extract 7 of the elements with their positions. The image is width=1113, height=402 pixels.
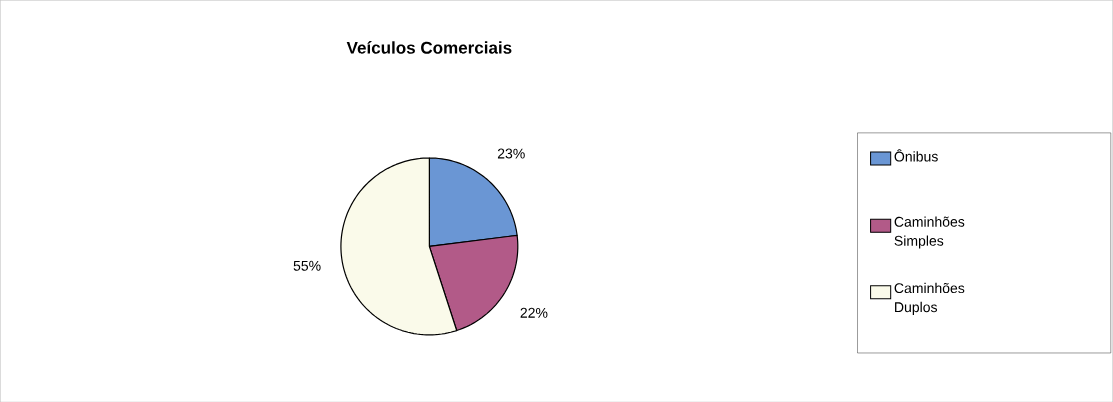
chart-title: Veículos Comerciais: [346, 40, 512, 54]
data-label: 22%: [520, 307, 548, 318]
legend-label: Caminhões Simples: [894, 216, 965, 249]
legend-label: Ônibus: [894, 148, 938, 162]
data-label: 23%: [497, 148, 525, 159]
data-label: 55%: [293, 260, 321, 271]
legend-label: Caminhões Duplos: [894, 282, 965, 315]
